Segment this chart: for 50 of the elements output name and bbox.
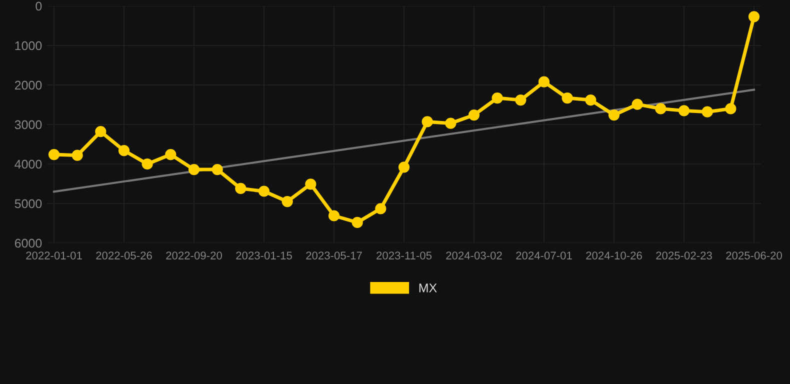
x-tick-label: 2024-03-02 xyxy=(446,252,502,260)
y-tick-label: 0 xyxy=(36,2,42,11)
x-tick-label: 2024-10-26 xyxy=(586,252,642,260)
y-tick-label: 4000 xyxy=(14,160,42,169)
x-tick-label: 2024-07-01 xyxy=(516,252,572,260)
x-tick-label: 2025-02-23 xyxy=(656,252,712,260)
point xyxy=(375,203,386,214)
point xyxy=(515,94,526,106)
point xyxy=(422,116,433,128)
x-tick-label: 2023-01-15 xyxy=(236,252,292,260)
point xyxy=(748,11,760,22)
x-tick-label: 2022-01-01 xyxy=(26,252,82,260)
legend-label: MX xyxy=(419,284,437,292)
point xyxy=(352,216,363,228)
point xyxy=(142,158,153,170)
point xyxy=(48,148,60,160)
point xyxy=(492,92,503,104)
point xyxy=(188,164,200,176)
point xyxy=(678,105,690,116)
y-tick-label: 6000 xyxy=(14,238,42,248)
point xyxy=(632,98,643,110)
point xyxy=(702,106,713,118)
point xyxy=(165,148,176,160)
y-tick-label: 3000 xyxy=(14,120,42,130)
point xyxy=(585,94,596,106)
point xyxy=(235,182,246,194)
point xyxy=(258,186,270,197)
point xyxy=(725,103,736,114)
x-tick-label: 2023-11-05 xyxy=(376,252,432,260)
y-tick-label: 5000 xyxy=(14,199,42,208)
x-tick-label: 2022-05-26 xyxy=(96,252,152,260)
x-tick-label: 2023-05-17 xyxy=(306,252,362,260)
point xyxy=(562,92,573,104)
point xyxy=(212,164,223,176)
point xyxy=(118,145,130,156)
point xyxy=(538,76,550,88)
point xyxy=(95,126,106,138)
point xyxy=(398,162,410,173)
point xyxy=(72,150,83,161)
point xyxy=(328,210,340,222)
x-tick-label: 2025-06-20 xyxy=(726,252,782,260)
point xyxy=(282,196,293,208)
x-tick-label: 2022-09-20 xyxy=(166,252,222,260)
point xyxy=(608,109,620,121)
y-tick-label: 2000 xyxy=(14,80,42,90)
point xyxy=(468,109,480,121)
point xyxy=(445,118,456,129)
point xyxy=(655,103,666,114)
point xyxy=(305,178,316,190)
y-tick-label: 1000 xyxy=(15,41,42,50)
